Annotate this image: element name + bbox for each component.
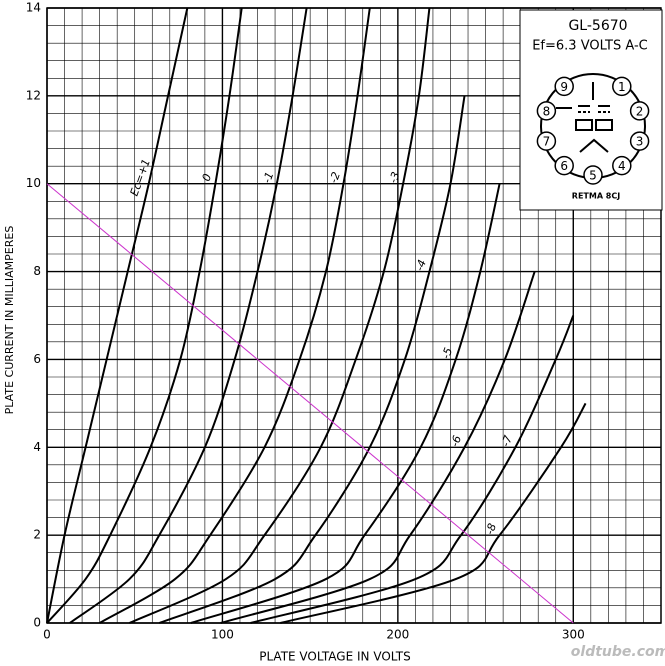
heater-rating: Ef=6.3 VOLTS A-C [532,39,648,54]
y-tick-label: 4 [33,440,41,454]
plate-curve [220,271,536,624]
plate-curve [250,315,575,624]
inset: GL-5670 Ef=6.3 VOLTS A-C RETMA 8CJ 12 34 5… [519,9,663,211]
plate-curve [69,7,308,624]
pin [629,131,650,151]
basing: RETMA 8CJ [572,192,620,201]
pin-label: 3 [636,135,644,149]
pin-label: 2 [636,104,644,118]
curve-label: -5 [439,346,455,361]
plate-curve [46,7,243,624]
pin [536,101,557,121]
pin [554,76,574,97]
plate-curve [158,95,466,624]
x-tick-label: 100 [211,628,234,642]
plate-curve [46,7,189,624]
y-tick-label: 8 [33,264,41,278]
pin-label: 4 [618,159,626,173]
curve-label: -3 [387,170,403,185]
watermark: oldtube.com [571,644,665,660]
pin [554,155,574,176]
load-line [46,183,574,624]
curve-label: -1 [260,170,276,185]
curve-label: -6 [448,434,464,449]
x-tick-label: 0 [43,628,51,642]
x-tick-label: 300 [562,628,585,642]
pin-label: 9 [560,80,568,94]
pin [536,131,557,151]
pin-label: 5 [589,169,597,183]
y-tick-label: 12 [26,88,41,102]
curve-label: 0 [200,172,215,183]
plate-curve [190,183,501,624]
x-tick-label: 200 [386,628,409,642]
tube-type: GL-5670 [568,18,627,34]
y-tick-label: 10 [26,176,41,190]
pin [612,76,632,97]
pin-label: 7 [543,135,551,149]
plate-curve [280,402,587,624]
pin-label: 8 [543,104,551,118]
pin-label: 6 [560,159,568,173]
plot-frame [46,7,662,624]
curve-label: -2 [327,170,343,185]
y-tick-label: 2 [33,528,41,542]
y-tick-label: 14 [26,1,41,15]
plate-curve [129,7,431,624]
pin [629,101,650,121]
x-axis-label: PLATE VOLTAGE IN VOLTS [259,650,411,664]
y-tick-label: 0 [33,616,41,630]
pin [583,165,603,185]
electrodes [556,82,613,153]
curve-label: -4 [413,258,429,273]
pin-label: 1 [618,80,626,94]
y-tick-label: 6 [33,352,41,366]
curve-label: -7 [499,434,515,449]
pin [612,155,632,176]
plate-curve [99,7,371,624]
curve-label: -8 [483,522,499,537]
y-axis-label: PLATE CURRENT IN MILLIAMPERES [3,226,16,415]
